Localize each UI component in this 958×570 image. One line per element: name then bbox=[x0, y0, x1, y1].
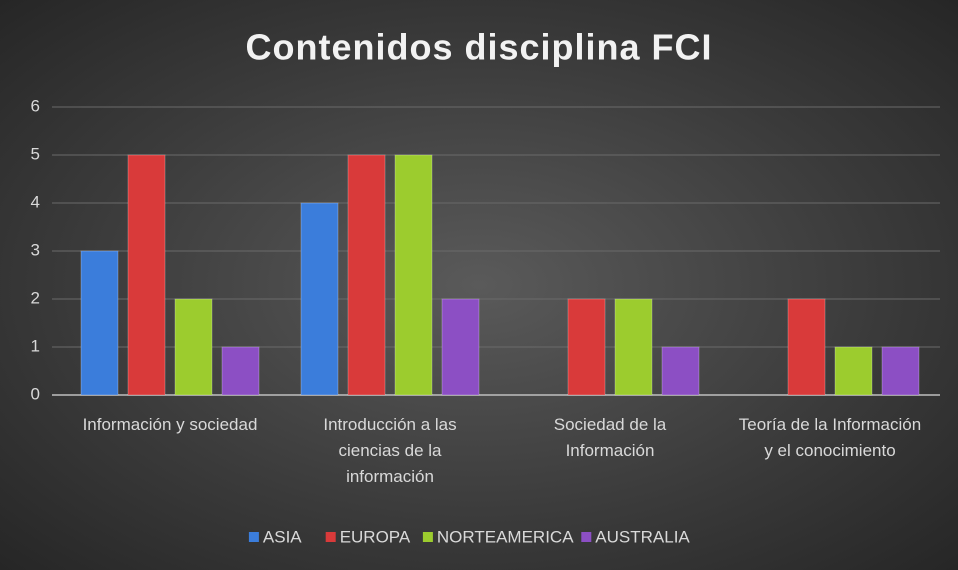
bar bbox=[881, 346, 920, 396]
legend-swatch bbox=[422, 532, 433, 542]
bar bbox=[127, 154, 166, 396]
y-tick-label: 5 bbox=[31, 144, 40, 163]
y-tick-label: 0 bbox=[31, 384, 40, 403]
y-tick-label: 2 bbox=[31, 288, 40, 307]
bar bbox=[614, 298, 653, 396]
x-tick-label: Teoría de la Información y el conocimien… bbox=[738, 415, 922, 460]
legend-label: NORTEAMERICA bbox=[437, 527, 574, 546]
y-tick-label: 3 bbox=[31, 240, 40, 259]
legend-swatch bbox=[325, 532, 336, 542]
legend-swatch bbox=[581, 532, 592, 542]
bar bbox=[394, 154, 433, 396]
y-tick-label: 4 bbox=[31, 192, 40, 211]
legend-swatch bbox=[248, 532, 259, 542]
bar bbox=[174, 298, 213, 396]
bar bbox=[661, 346, 700, 396]
legend-label: AUSTRALIA bbox=[595, 527, 690, 546]
bar bbox=[80, 250, 119, 396]
y-tick-label: 1 bbox=[31, 336, 40, 355]
x-tick-label: Introducción a las ciencias de la inform… bbox=[323, 415, 457, 486]
bar bbox=[787, 298, 826, 396]
chart-title: Contenidos disciplina FCI bbox=[245, 27, 712, 68]
bar bbox=[834, 346, 873, 396]
legend-label: EUROPA bbox=[340, 527, 411, 546]
x-tick-label: Información y sociedad bbox=[82, 415, 258, 434]
bar bbox=[567, 298, 606, 396]
bar bbox=[347, 154, 386, 396]
bar bbox=[441, 298, 480, 396]
bar bbox=[300, 202, 339, 396]
y-tick-label: 6 bbox=[31, 96, 40, 115]
bar bbox=[221, 346, 260, 396]
legend-label: ASIA bbox=[263, 527, 302, 546]
x-tick-label: Sociedad de la Información bbox=[553, 415, 667, 460]
